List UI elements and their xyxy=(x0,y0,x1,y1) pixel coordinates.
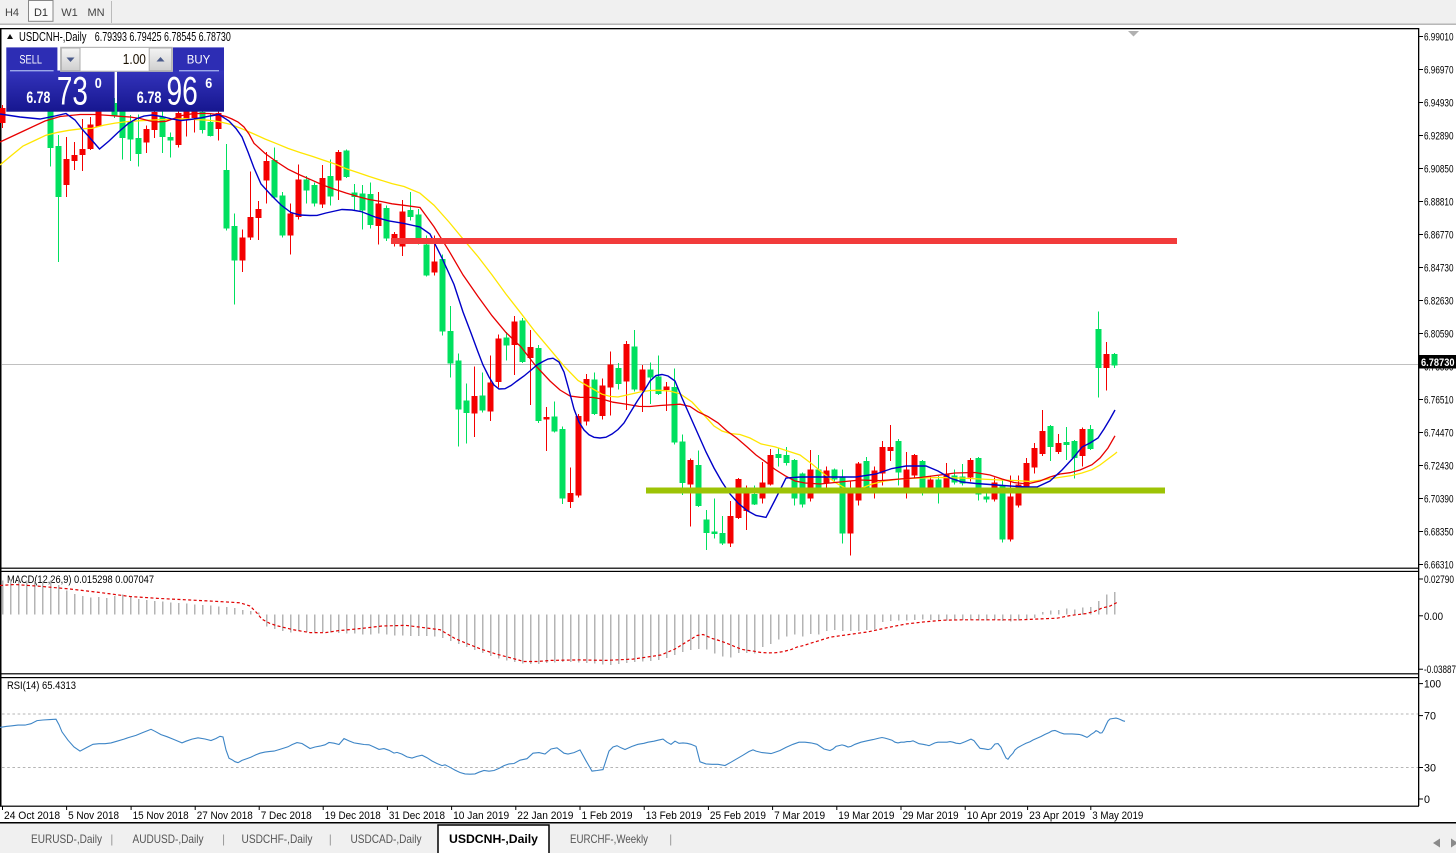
svg-text:AUDUSD-,Daily: AUDUSD-,Daily xyxy=(133,832,204,846)
svg-text:6.78: 6.78 xyxy=(26,89,50,107)
svg-text:6: 6 xyxy=(205,75,212,92)
svg-text:6.94930: 6.94930 xyxy=(1424,98,1454,110)
svg-text:SELL: SELL xyxy=(19,53,42,67)
svg-text:25 Feb 2019: 25 Feb 2019 xyxy=(710,810,766,822)
svg-text:7 Dec 2018: 7 Dec 2018 xyxy=(261,810,312,822)
svg-text:3 May 2019: 3 May 2019 xyxy=(1092,810,1143,822)
svg-text:1 Feb 2019: 1 Feb 2019 xyxy=(582,810,633,822)
svg-text:73: 73 xyxy=(57,70,88,114)
svg-text:6.96970: 6.96970 xyxy=(1424,65,1454,77)
svg-text:6.79393 6.79425 6.78545 6.7873: 6.79393 6.79425 6.78545 6.78730 xyxy=(95,30,231,44)
svg-text:6.80590: 6.80590 xyxy=(1424,329,1454,341)
svg-text:10 Jan 2019: 10 Jan 2019 xyxy=(453,810,509,822)
svg-text:29 Mar 2019: 29 Mar 2019 xyxy=(903,810,959,822)
svg-text:31 Dec 2018: 31 Dec 2018 xyxy=(389,810,445,822)
svg-text:96: 96 xyxy=(167,70,198,114)
svg-text:6.82630: 6.82630 xyxy=(1424,296,1454,308)
svg-text:15 Nov 2018: 15 Nov 2018 xyxy=(133,810,189,822)
svg-text:6.74470: 6.74470 xyxy=(1424,428,1454,440)
svg-text:6.72430: 6.72430 xyxy=(1424,461,1454,473)
svg-text:22 Jan 2019: 22 Jan 2019 xyxy=(517,810,573,822)
svg-text:RSI(14) 65.4313: RSI(14) 65.4313 xyxy=(7,680,76,692)
svg-text:19 Dec 2018: 19 Dec 2018 xyxy=(325,810,381,822)
svg-text:19 Mar 2019: 19 Mar 2019 xyxy=(838,810,894,822)
svg-text:|: | xyxy=(669,832,672,846)
svg-text:100: 100 xyxy=(1424,679,1441,691)
svg-text:0.00: 0.00 xyxy=(1424,611,1443,623)
svg-text:USDCAD-,Daily: USDCAD-,Daily xyxy=(351,832,422,846)
svg-text:6.78: 6.78 xyxy=(137,89,162,107)
svg-text:6.76510: 6.76510 xyxy=(1424,395,1454,407)
svg-text:H4: H4 xyxy=(5,7,19,19)
svg-text:6.68350: 6.68350 xyxy=(1424,527,1454,539)
svg-text:6.86770: 6.86770 xyxy=(1424,230,1454,242)
svg-text:6.70390: 6.70390 xyxy=(1424,494,1454,506)
svg-text:6.90850: 6.90850 xyxy=(1424,164,1454,176)
svg-text:0: 0 xyxy=(1424,794,1430,806)
svg-text:USDCNH-,Daily: USDCNH-,Daily xyxy=(19,30,87,44)
svg-text:13 Feb 2019: 13 Feb 2019 xyxy=(646,810,702,822)
svg-text:6.92890: 6.92890 xyxy=(1424,131,1454,143)
svg-text:23 Apr 2019: 23 Apr 2019 xyxy=(1029,810,1085,822)
svg-text:|: | xyxy=(329,832,332,846)
svg-text:D1: D1 xyxy=(34,7,48,19)
svg-text:70: 70 xyxy=(1424,711,1436,723)
svg-text:-0.03887: -0.03887 xyxy=(1424,664,1456,676)
svg-text:6.88810: 6.88810 xyxy=(1424,197,1454,209)
svg-text:MACD(12,26,9) 0.015298 0.00704: MACD(12,26,9) 0.015298 0.007047 xyxy=(7,574,154,586)
svg-text:7 Mar 2019: 7 Mar 2019 xyxy=(774,810,825,822)
svg-text:USDCNH-,Daily: USDCNH-,Daily xyxy=(449,832,538,846)
svg-text:30: 30 xyxy=(1424,763,1436,775)
svg-text:10 Apr 2019: 10 Apr 2019 xyxy=(967,810,1023,822)
svg-text:6.99010: 6.99010 xyxy=(1424,32,1454,44)
svg-text:USDCHF-,Daily: USDCHF-,Daily xyxy=(242,832,313,846)
svg-text:6.66310: 6.66310 xyxy=(1424,560,1454,572)
svg-text:27 Nov 2018: 27 Nov 2018 xyxy=(197,810,253,822)
svg-text:6.78730: 6.78730 xyxy=(1421,357,1455,369)
svg-text:|: | xyxy=(110,832,113,846)
svg-text:|: | xyxy=(222,832,225,846)
svg-text:6.84730: 6.84730 xyxy=(1424,263,1454,275)
svg-text:EURUSD-,Daily: EURUSD-,Daily xyxy=(31,832,102,846)
svg-text:1.00: 1.00 xyxy=(123,52,146,68)
svg-text:MN: MN xyxy=(87,7,104,19)
svg-text:EURCHF-,Weekly: EURCHF-,Weekly xyxy=(570,832,648,846)
svg-text:5 Nov 2018: 5 Nov 2018 xyxy=(68,810,119,822)
svg-text:BUY: BUY xyxy=(187,53,210,67)
svg-text:0.02790: 0.02790 xyxy=(1424,574,1454,586)
svg-text:0: 0 xyxy=(95,75,102,92)
svg-text:24 Oct 2018: 24 Oct 2018 xyxy=(4,810,60,822)
svg-text:W1: W1 xyxy=(61,7,78,19)
